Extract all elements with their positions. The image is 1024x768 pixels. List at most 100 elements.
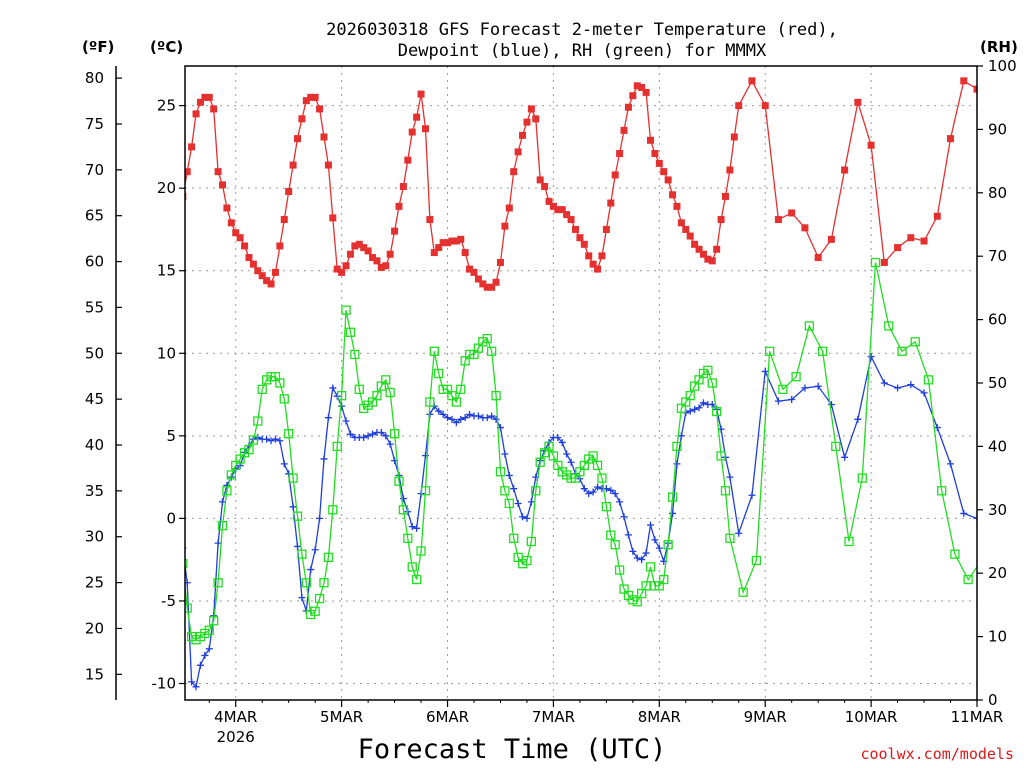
temperature-point bbox=[735, 102, 743, 110]
temperature-point bbox=[646, 136, 654, 144]
temperature-point bbox=[854, 98, 862, 106]
series-dewpoint bbox=[185, 353, 977, 691]
rh-point bbox=[606, 530, 616, 540]
dewpoint-point bbox=[580, 485, 588, 493]
temperature-point bbox=[708, 257, 716, 265]
rh-point bbox=[420, 486, 431, 496]
dewpoint-point bbox=[324, 414, 332, 422]
temperature-point bbox=[386, 250, 394, 258]
temperature-point bbox=[933, 212, 941, 220]
temperature-point bbox=[867, 141, 875, 149]
dewpoint-point bbox=[646, 521, 654, 529]
rh-point bbox=[991, 544, 999, 552]
temperature-point bbox=[894, 244, 902, 252]
rh-point bbox=[332, 441, 342, 452]
rh-point bbox=[328, 505, 338, 515]
temperature-point bbox=[655, 159, 663, 167]
temperature-point bbox=[263, 277, 271, 285]
dewpoint-point bbox=[466, 410, 474, 418]
dewpoint-point bbox=[271, 435, 279, 443]
dewpoint-point bbox=[461, 414, 469, 422]
rh-point bbox=[804, 321, 814, 331]
rh-point bbox=[279, 394, 289, 404]
temperature-point bbox=[510, 168, 518, 176]
temperature-point bbox=[629, 92, 637, 100]
temperature-point bbox=[761, 102, 769, 110]
celsius-unit-label: (ºC) bbox=[150, 38, 183, 56]
rh-point bbox=[434, 368, 444, 379]
temperature-point bbox=[673, 202, 681, 210]
rh-point bbox=[429, 346, 439, 356]
dewpoint-point bbox=[439, 410, 447, 418]
temperature-point bbox=[651, 150, 659, 158]
temperature-point bbox=[541, 183, 549, 191]
temperature-point bbox=[302, 97, 310, 105]
temperature-point bbox=[307, 93, 315, 101]
rh-point bbox=[778, 384, 788, 394]
temperature-point bbox=[201, 93, 209, 101]
temperature-point bbox=[585, 252, 593, 260]
rh-point bbox=[398, 505, 409, 515]
temperature-point bbox=[699, 250, 707, 258]
fahrenheit-tick-label: 80 bbox=[85, 69, 104, 87]
temperature-point bbox=[457, 235, 465, 243]
temperature-point bbox=[364, 247, 372, 255]
rh-point bbox=[535, 457, 545, 467]
temperature-point bbox=[748, 77, 756, 85]
temperature-point bbox=[660, 168, 668, 176]
rh-point bbox=[504, 498, 514, 509]
temperature-point bbox=[219, 181, 227, 189]
fahrenheit-tick-label: 15 bbox=[85, 665, 104, 683]
dewpoint-point bbox=[814, 382, 822, 390]
rh-point bbox=[487, 346, 497, 356]
temperature-point bbox=[814, 254, 822, 262]
dewpoint-point bbox=[192, 683, 200, 691]
rh-point bbox=[725, 533, 735, 543]
temperature-point bbox=[276, 242, 284, 250]
dewpoint-point bbox=[223, 481, 231, 489]
rh-point bbox=[381, 375, 391, 385]
temperature-point bbox=[633, 82, 641, 90]
rh-point bbox=[844, 536, 854, 547]
temperature-point bbox=[373, 257, 381, 265]
temperature-point bbox=[677, 219, 685, 227]
dewpoint-point bbox=[638, 556, 646, 564]
temperature-point bbox=[695, 245, 703, 253]
rh-point bbox=[185, 603, 192, 613]
rh-tick-label: 10 bbox=[988, 628, 1007, 646]
rh-point bbox=[226, 470, 236, 480]
celsius-tick-label: 20 bbox=[157, 179, 176, 197]
temperature-point bbox=[717, 216, 725, 224]
rh-point bbox=[791, 372, 801, 382]
rh-point bbox=[645, 562, 656, 572]
temperature-point bbox=[841, 166, 849, 174]
temperature-point bbox=[461, 249, 469, 257]
rh-point bbox=[284, 429, 294, 439]
temperature-point bbox=[532, 115, 540, 123]
temperature-point bbox=[435, 244, 443, 252]
rh-point bbox=[950, 549, 960, 559]
dewpoint-point bbox=[338, 402, 346, 410]
temperature-point bbox=[452, 237, 460, 245]
temperature-point bbox=[496, 258, 504, 266]
temperature-point bbox=[920, 237, 928, 245]
temperature-point bbox=[399, 183, 407, 191]
temperature-point bbox=[563, 211, 571, 219]
temperature-point bbox=[271, 268, 279, 276]
rh-tick-label: 70 bbox=[988, 247, 1007, 265]
temperature-point bbox=[554, 206, 562, 214]
dewpoint-point bbox=[633, 554, 641, 562]
fahrenheit-tick-label: 20 bbox=[85, 619, 104, 637]
temperature-point bbox=[598, 252, 606, 260]
temperature-point bbox=[188, 143, 196, 151]
x-tick-sublabel: 2026 bbox=[217, 728, 255, 746]
dewpoint-point bbox=[289, 503, 297, 511]
temperature-point bbox=[294, 135, 302, 143]
dewpoint-point bbox=[342, 417, 350, 425]
dewpoint-point bbox=[585, 490, 593, 498]
rh-point bbox=[531, 486, 541, 496]
dewpoint-point bbox=[188, 678, 196, 686]
temperature-point bbox=[258, 272, 266, 280]
temperature-point bbox=[408, 128, 416, 136]
rh-point bbox=[345, 327, 356, 337]
